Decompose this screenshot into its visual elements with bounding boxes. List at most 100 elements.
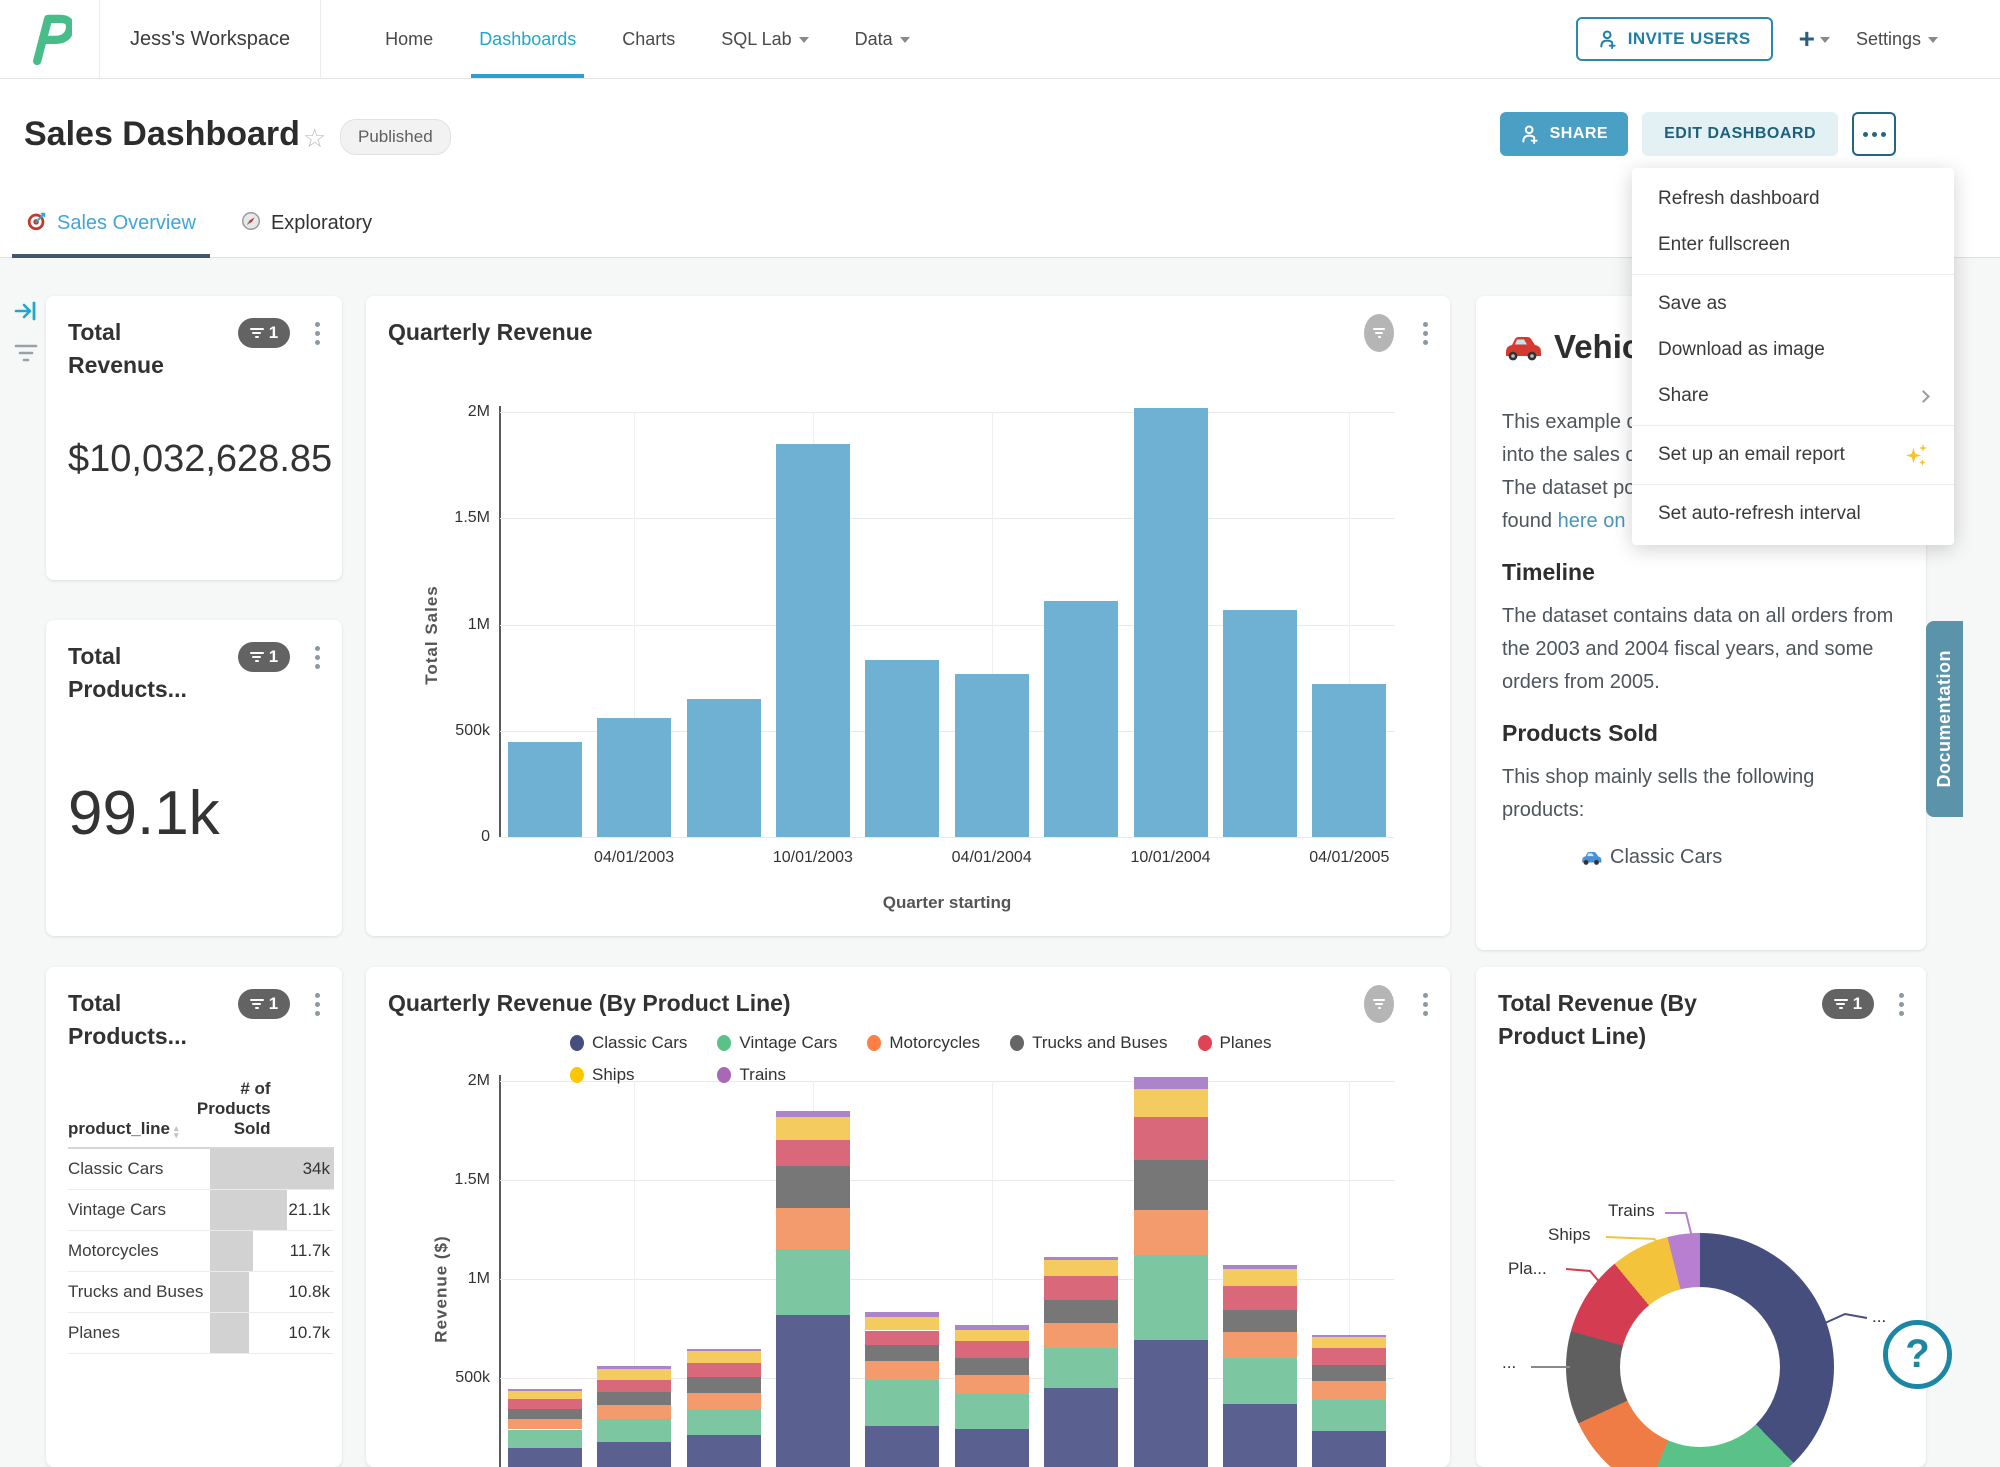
chart-title: Quarterly Revenue [388, 319, 593, 345]
menu-item-set-up-an-email-report[interactable]: Set up an email report [1632, 432, 1954, 478]
legend-item-trucks-and-buses[interactable]: Trucks and Buses [1010, 1033, 1168, 1053]
stacked-bar-segment [954, 1341, 1029, 1359]
stacked-bar-segment [507, 1388, 582, 1392]
arrow-right-bar-icon [14, 301, 36, 321]
stacked-bar-segment [597, 1391, 672, 1405]
applied-filters-badge[interactable]: 1 [238, 989, 290, 1019]
stacked-bar-segment [1222, 1285, 1297, 1310]
y-axis-line [499, 1075, 501, 1467]
filter-icon[interactable] [12, 340, 40, 371]
stacked-bar-segment [1044, 1257, 1119, 1261]
nav-item-sql-lab[interactable]: SQL Lab [721, 0, 809, 78]
bar [597, 717, 672, 837]
card-total-revenue: Total Revenue 1 $10,032,628.85 [46, 296, 342, 580]
menu-item-refresh-dashboard[interactable]: Refresh dashboard [1632, 176, 1954, 222]
stacked-bar-segment [1312, 1334, 1387, 1338]
legend-item-ships[interactable]: Ships [570, 1065, 687, 1085]
legend-label: Trucks and Buses [1032, 1033, 1168, 1052]
chart-kebab-menu[interactable] [1421, 991, 1430, 1018]
stacked-bar-segment [1312, 1348, 1387, 1366]
menu-item-label: Share [1658, 385, 1709, 406]
published-badge[interactable]: Published [340, 119, 451, 155]
total-revenue-value: $10,032,628.85 [68, 438, 333, 480]
filter-icon [249, 652, 264, 662]
favorite-star-icon[interactable]: ☆ [303, 123, 327, 153]
settings-label: Settings [1855, 28, 1921, 49]
x-tick-label: 04/01/2004 [951, 849, 1032, 866]
nav-item-charts[interactable]: Charts [622, 0, 675, 78]
x-tick-label: 10/01/2004 [1130, 849, 1211, 866]
chart-kebab-menu[interactable] [313, 644, 322, 671]
stacked-bar-segment [1222, 1309, 1297, 1333]
filter-indicator-icon[interactable] [1364, 314, 1394, 352]
stacked-bar-segment [1312, 1399, 1387, 1432]
preset-logo[interactable] [0, 0, 100, 78]
legend-item-motorcycles[interactable]: Motorcycles [867, 1033, 980, 1053]
applied-filters-badge[interactable]: 1 [238, 642, 290, 672]
stacked-bar-segment [775, 1249, 850, 1315]
applied-filters-badge[interactable]: 1 [1822, 989, 1874, 1019]
legend-item-trains[interactable]: Trains [717, 1065, 837, 1085]
donut-chart[interactable] [1566, 1233, 1834, 1467]
card-title: Total Products... [68, 990, 187, 1050]
cell-data-bar [210, 1149, 334, 1189]
y-tick-label: 0 [481, 828, 490, 845]
nav-item-label: Charts [622, 28, 676, 49]
card-total-revenue-by-product-line: Total Revenue (By Product Line) 1 Trains… [1476, 967, 1926, 1467]
bar [775, 443, 850, 837]
documentation-side-tab[interactable]: Documentation [1926, 621, 1963, 817]
share-button[interactable]: SHARE [1499, 112, 1629, 156]
legend-item-classic-cars[interactable]: Classic Cars [570, 1033, 687, 1053]
menu-item-share[interactable]: Share [1632, 373, 1954, 419]
y-axis-title: Total Sales [421, 584, 441, 685]
stacked-bar-segment [507, 1418, 582, 1430]
chart-kebab-menu[interactable] [313, 991, 322, 1018]
help-button[interactable]: ? [1883, 1320, 1952, 1389]
stacked-bar-segment [1044, 1322, 1119, 1349]
filter-indicator-icon[interactable] [1364, 985, 1394, 1023]
stacked-bar-segment [686, 1351, 761, 1364]
stacked-bar-segment [954, 1358, 1029, 1376]
column-header-product-line[interactable]: product_line ▴ ▾ [68, 1119, 179, 1140]
column-header-products-sold[interactable]: # of Products Sold ▴▾ [179, 1079, 342, 1139]
person-plus-icon [1600, 30, 1616, 49]
cell-product-line: Trucks and Buses [68, 1282, 204, 1301]
more-options-button[interactable] [1852, 112, 1896, 156]
menu-item-download-as-image[interactable]: Download as image [1632, 327, 1954, 373]
nav-item-home[interactable]: Home [385, 0, 433, 78]
expand-filter-bar-button[interactable] [14, 300, 38, 327]
tab-label: Sales Overview [57, 212, 196, 234]
tab-exploratory[interactable]: Exploratory [240, 190, 372, 257]
y-tick-label: 500k [455, 1369, 490, 1386]
stacked-revenue-plot[interactable]: Revenue ($) 2M 1.5M 1M 500k [432, 1072, 1394, 1467]
stacked-bar-segment [1312, 1337, 1387, 1349]
quarterly-revenue-plot[interactable]: Total Sales Quarter starting 2M 1.5M 1M 500… [422, 403, 1394, 912]
invite-users-button[interactable]: INVITE USERS [1575, 17, 1773, 61]
gridline [500, 1180, 1394, 1181]
tab-sales-overview[interactable]: Sales Overview [12, 190, 210, 258]
car-icon [1582, 851, 1602, 865]
chart-kebab-menu[interactable] [1421, 320, 1430, 347]
chart-kebab-menu[interactable] [313, 320, 322, 347]
applied-filters-badge[interactable]: 1 [238, 318, 290, 348]
new-item-button[interactable]: + [1799, 25, 1830, 53]
menu-item-save-as[interactable]: Save as [1632, 281, 1954, 327]
caret-down-icon [1928, 37, 1938, 43]
edit-dashboard-button[interactable]: EDIT DASHBOARD [1642, 112, 1838, 156]
y-tick-label: 1.5M [454, 509, 490, 527]
menu-item-set-auto-refresh-interval[interactable]: Set auto-refresh interval [1632, 491, 1954, 537]
caret-down-icon [1819, 37, 1830, 43]
legend-item-planes[interactable]: Planes [1197, 1033, 1271, 1053]
cell-products-sold: 34k [210, 1149, 334, 1189]
chart-kebab-menu[interactable] [1897, 991, 1906, 1018]
nav-item-data[interactable]: Data [855, 0, 910, 78]
share-label: SHARE [1549, 125, 1609, 142]
chart-legend: Classic Cars Vintage Cars Motorcycles Truck… [570, 1033, 1271, 1085]
edit-dashboard-label: EDIT DASHBOARD [1664, 125, 1816, 142]
stacked-bar-segment [686, 1435, 761, 1467]
menu-item-enter-fullscreen[interactable]: Enter fullscreen [1632, 222, 1954, 268]
legend-item-vintage-cars[interactable]: Vintage Cars [717, 1033, 837, 1053]
nav-item-dashboards[interactable]: Dashboards [471, 0, 585, 78]
funnel-lines-icon [14, 344, 38, 362]
settings-menu[interactable]: Settings [1856, 29, 1938, 50]
